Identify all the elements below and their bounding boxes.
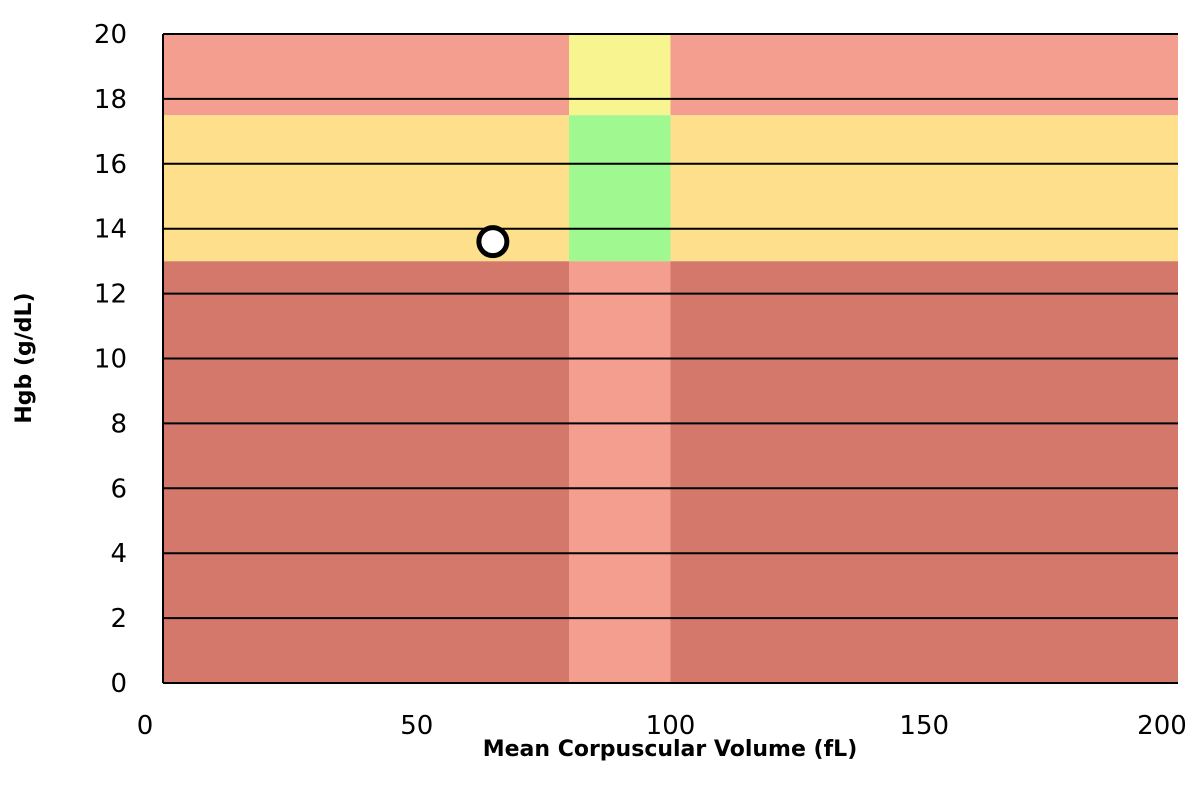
region-5 — [670, 115, 1178, 262]
y-tick-label-18: 18 — [94, 85, 127, 115]
axes — [162, 34, 1178, 684]
region-6 — [163, 34, 569, 116]
y-tick-labels: 0 2 4 6 8 10 12 14 16 18 20 — [94, 20, 127, 699]
region-7 — [569, 34, 671, 116]
y-tick-label-10: 10 — [94, 345, 127, 375]
x-axis-title: Mean Corpuscular Volume (fL) — [483, 737, 858, 762]
y-tick-label-20: 20 — [94, 20, 127, 50]
x-tick-label-150: 150 — [899, 711, 949, 741]
x-tick-label-0: 0 — [137, 711, 154, 741]
x-tick-label-100: 100 — [646, 711, 696, 741]
background-regions — [163, 34, 1178, 683]
data-points — [476, 225, 510, 259]
region-2 — [670, 261, 1178, 683]
y-tick-label-4: 4 — [110, 539, 127, 569]
y-tick-label-8: 8 — [110, 409, 127, 439]
region-0 — [163, 261, 569, 683]
data-point-0 — [476, 225, 510, 259]
gridlines — [163, 33, 1178, 620]
region-8 — [670, 34, 1178, 116]
y-axis-title: Hgb (g/dL) — [12, 292, 37, 423]
y-tick-label-14: 14 — [94, 215, 127, 245]
x-tick-label-50: 50 — [400, 711, 433, 741]
y-tick-label-12: 12 — [94, 280, 127, 310]
region-4 — [569, 115, 671, 262]
x-tick-labels: 0 50 100 150 200 — [137, 711, 1187, 741]
y-tick-label-6: 6 — [110, 474, 127, 504]
y-tick-label-16: 16 — [94, 150, 127, 180]
y-tick-label-0: 0 — [110, 669, 127, 699]
x-tick-label-200: 200 — [1137, 711, 1187, 741]
y-tick-label-2: 2 — [110, 604, 127, 634]
region-1 — [569, 261, 671, 683]
